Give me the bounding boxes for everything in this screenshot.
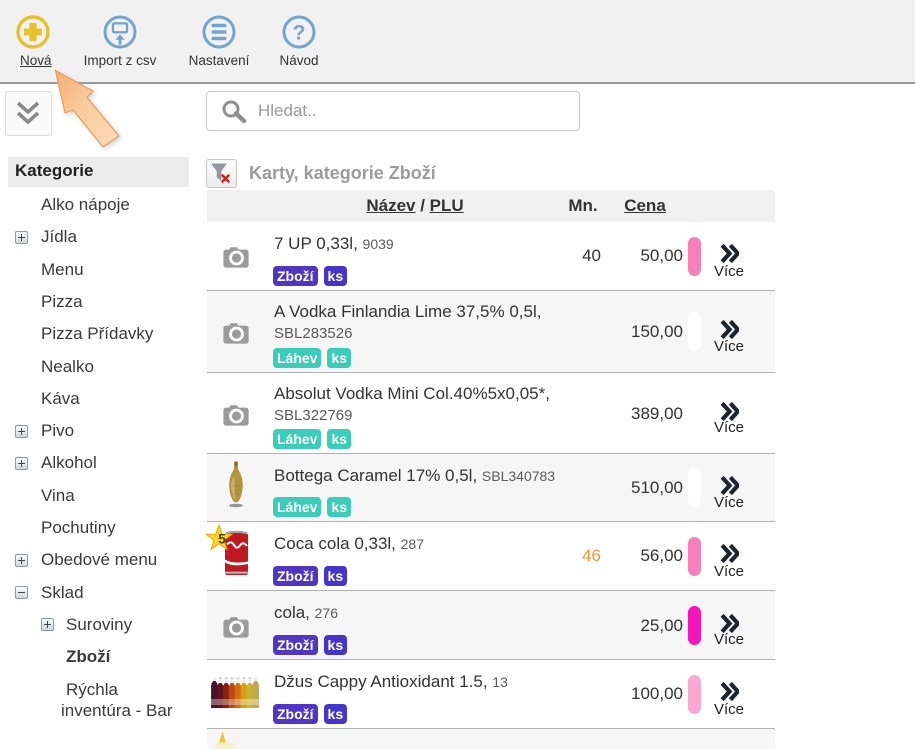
svg-text:?: ? bbox=[293, 22, 306, 45]
svg-text:5: 5 bbox=[218, 531, 226, 547]
